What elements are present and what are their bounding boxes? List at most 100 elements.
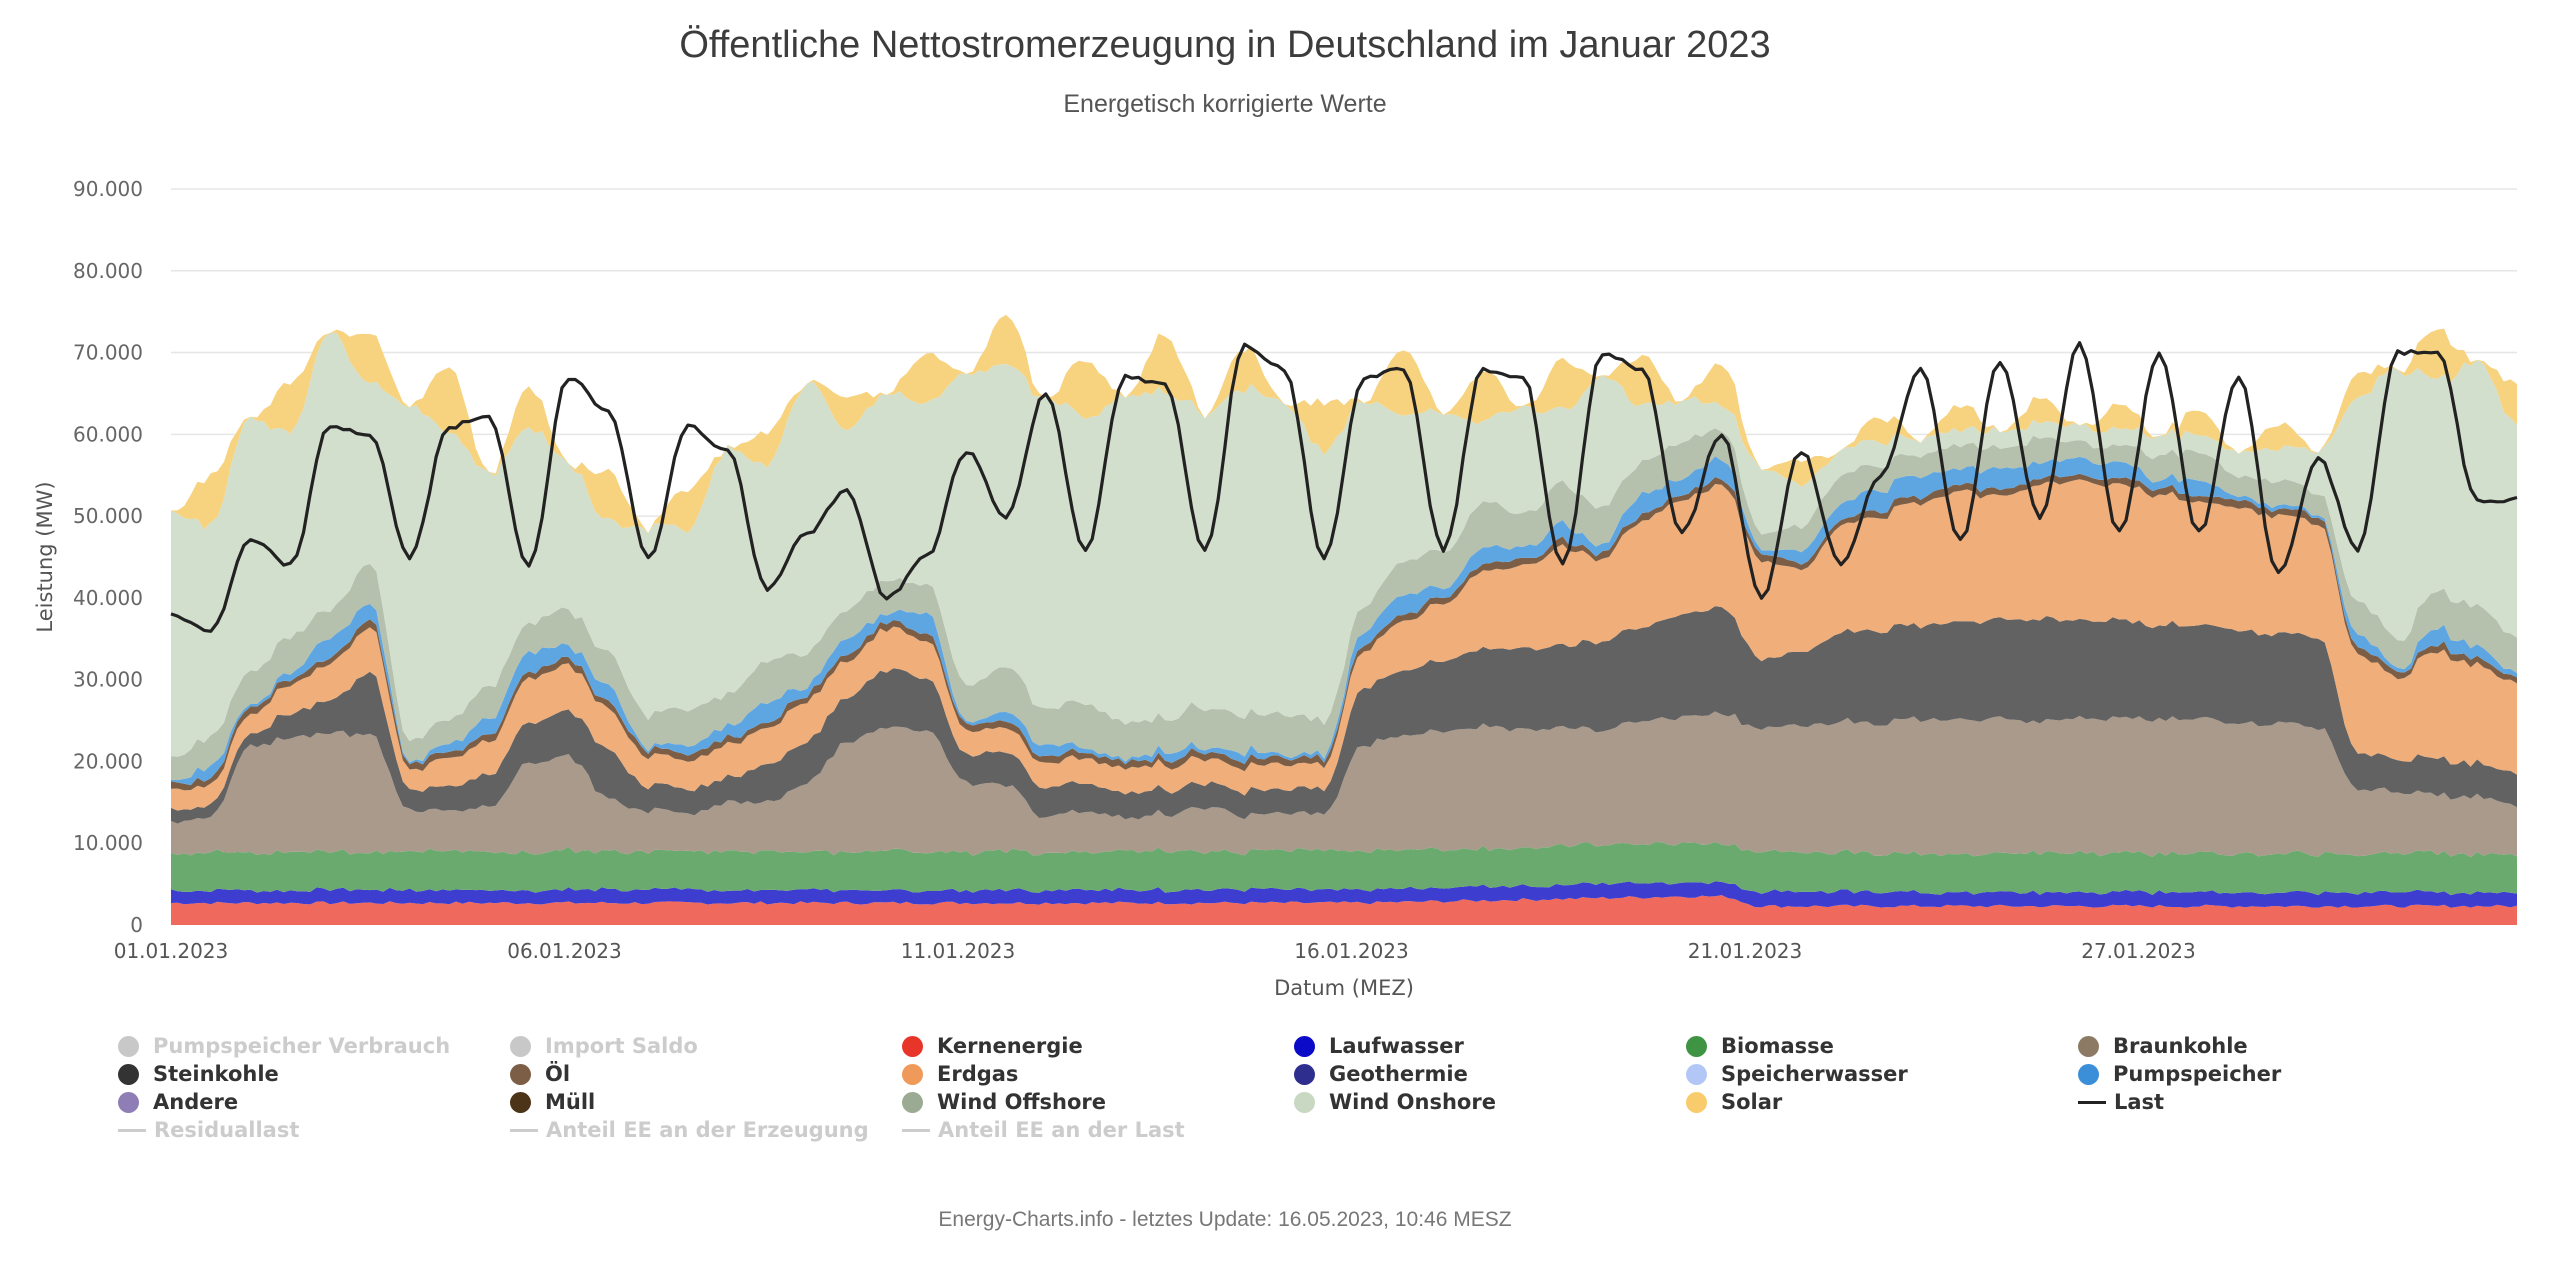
chart-title: Öffentliche Nettostromerzeugung in Deuts… — [679, 24, 1771, 66]
y-tick-label: 40.000 — [73, 586, 143, 610]
legend-item-wind-offshore[interactable]: Wind Offshore — [902, 1088, 1106, 1116]
y-tick-label: 30.000 — [73, 668, 143, 692]
legend-item-pumpspeicher[interactable]: Pumpspeicher — [2078, 1060, 2281, 1088]
legend-item-braunkohle[interactable]: Braunkohle — [2078, 1032, 2248, 1060]
legend-label: Wind Onshore — [1329, 1090, 1496, 1114]
legend-dot-icon — [118, 1035, 139, 1057]
legend-dot-icon — [510, 1063, 531, 1085]
legend-line-icon — [2078, 1100, 2106, 1104]
legend-dot-icon — [2078, 1063, 2099, 1085]
legend-label: Last — [2114, 1090, 2165, 1114]
legend-item-import-saldo[interactable]: Import Saldo — [510, 1032, 698, 1060]
legend-line-icon — [118, 1128, 146, 1132]
legend-item-anteil-ee-an-der-erzeugung[interactable]: Anteil EE an der Erzeugung — [510, 1116, 869, 1144]
area-biomasse — [171, 842, 2517, 896]
legend-item-speicherwasser[interactable]: Speicherwasser — [1686, 1060, 1908, 1088]
legend-dot-icon — [510, 1091, 531, 1113]
legend-label: Import Saldo — [545, 1034, 698, 1058]
legend-item-erdgas[interactable]: Erdgas — [902, 1060, 1018, 1088]
y-axis: 0 10.000 20.000 30.000 40.000 50.000 60.000 70.… — [73, 177, 143, 937]
legend-item-pumpspeicher-verbrauch[interactable]: Pumpspeicher Verbrauch — [118, 1032, 450, 1060]
legend-item-andere[interactable]: Andere — [118, 1088, 238, 1116]
area-öl — [171, 473, 2517, 791]
legend-dot-icon — [1294, 1035, 1315, 1057]
legend-item-anteil-ee-an-der-last[interactable]: Anteil EE an der Last — [902, 1116, 1185, 1144]
legend-label: Erdgas — [937, 1062, 1019, 1086]
line-last — [170, 341, 2518, 633]
legend-dot-icon — [118, 1091, 139, 1113]
legend-label: Öl — [545, 1062, 571, 1086]
legend-item-öl[interactable]: Öl — [510, 1060, 570, 1088]
legend-dot-icon — [1294, 1091, 1315, 1113]
legend-item-biomasse[interactable]: Biomasse — [1686, 1032, 1834, 1060]
legend-label: Residuallast — [154, 1118, 300, 1142]
y-tick-label: 60.000 — [73, 422, 143, 446]
legend-label: Geothermie — [1329, 1062, 1468, 1086]
area-wind-offshore — [171, 428, 2517, 781]
footer-update-info: Energy-Charts.info - letztes Update: 16.… — [938, 1208, 1512, 1231]
stacked-area-chart: 0 10.000 20.000 30.000 40.000 50.000 60.000 70.… — [33, 177, 2518, 1000]
legend-dot-icon — [1686, 1035, 1707, 1057]
x-tick-label: 06.01.2023 — [507, 939, 622, 963]
x-tick-label: 27.01.2023 — [2081, 939, 2196, 963]
legend-dot-icon — [2078, 1035, 2099, 1057]
legend-label: Wind Offshore — [937, 1090, 1106, 1114]
legend-label: Andere — [153, 1090, 239, 1114]
legend-dot-icon — [510, 1035, 531, 1057]
series-areas — [171, 314, 2517, 925]
legend-label: Anteil EE an der Erzeugung — [546, 1118, 869, 1142]
legend-dot-icon — [902, 1091, 923, 1113]
area-kernenergie — [171, 895, 2517, 925]
y-tick-label: 50.000 — [73, 504, 143, 528]
legend-item-müll[interactable]: Müll — [510, 1088, 595, 1116]
legend-dot-icon — [902, 1035, 923, 1057]
area-erdgas — [171, 479, 2517, 811]
series-lines — [170, 341, 2518, 633]
legend-item-steinkohle[interactable]: Steinkohle — [118, 1060, 279, 1088]
legend-label: Biomasse — [1721, 1034, 1834, 1058]
y-tick-label: 20.000 — [73, 749, 143, 773]
x-tick-label: 11.01.2023 — [901, 939, 1016, 963]
legend-line-icon — [902, 1128, 930, 1132]
area-steinkohle — [171, 606, 2517, 824]
legend-item-residuallast[interactable]: Residuallast — [118, 1116, 299, 1144]
x-tick-label: 01.01.2023 — [114, 939, 229, 963]
y-tick-label: 0 — [130, 913, 143, 937]
legend-item-laufwasser[interactable]: Laufwasser — [1294, 1032, 1464, 1060]
area-solar — [171, 314, 2517, 534]
legend-item-geothermie[interactable]: Geothermie — [1294, 1060, 1468, 1088]
legend-label: Laufwasser — [1329, 1034, 1464, 1058]
legend-item-solar[interactable]: Solar — [1686, 1088, 1782, 1116]
area-laufwasser — [171, 881, 2517, 908]
legend-label: Pumpspeicher Verbrauch — [153, 1034, 451, 1058]
y-tick-label: 80.000 — [73, 259, 143, 283]
legend-label: Pumpspeicher — [2113, 1062, 2282, 1086]
legend-line-icon — [510, 1128, 538, 1132]
y-tick-label: 10.000 — [73, 831, 143, 855]
area-braunkohle — [171, 711, 2517, 858]
y-axis-label: Leistung (MW) — [33, 481, 57, 632]
y-tick-label: 70.000 — [73, 341, 143, 365]
legend-label: Kernenergie — [937, 1034, 1083, 1058]
x-tick-label: 16.01.2023 — [1294, 939, 1409, 963]
legend-label: Steinkohle — [153, 1062, 279, 1086]
legend-dot-icon — [1686, 1063, 1707, 1085]
legend-label: Speicherwasser — [1721, 1062, 1908, 1086]
legend-dot-icon — [1686, 1091, 1707, 1113]
legend-dot-icon — [118, 1063, 139, 1085]
x-axis-label: Datum (MEZ) — [1274, 976, 1414, 1000]
legend-item-last[interactable]: Last — [2078, 1088, 2164, 1116]
legend-dot-icon — [902, 1063, 923, 1085]
y-tick-label: 90.000 — [73, 177, 143, 201]
x-tick-label: 21.01.2023 — [1688, 939, 1803, 963]
legend-label: Solar — [1721, 1090, 1783, 1114]
chart-subtitle: Energetisch korrigierte Werte — [1063, 90, 1387, 118]
legend-item-wind-onshore[interactable]: Wind Onshore — [1294, 1088, 1496, 1116]
legend-dot-icon — [1294, 1063, 1315, 1085]
area-wind-onshore — [171, 332, 2517, 757]
legend-label: Braunkohle — [2113, 1034, 2248, 1058]
legend-label: Müll — [545, 1090, 596, 1114]
legend-item-kernenergie[interactable]: Kernenergie — [902, 1032, 1083, 1060]
x-axis: 01.01.2023 06.01.2023 11.01.2023 16.01.2023… — [114, 939, 2196, 963]
legend-label: Anteil EE an der Last — [938, 1118, 1185, 1142]
